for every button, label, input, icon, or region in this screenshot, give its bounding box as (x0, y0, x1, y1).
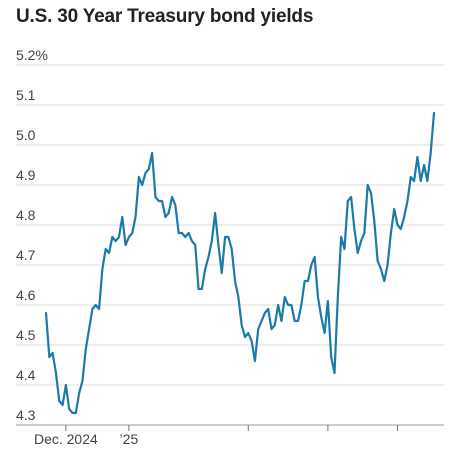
x-tick-label: Dec. 2024 (34, 431, 98, 447)
y-tick-label: 4.5 (16, 327, 36, 343)
y-tick-label: 4.7 (16, 247, 36, 263)
y-tick-label: 4.4 (16, 367, 36, 383)
y-tick-label: 5.2% (16, 47, 48, 63)
y-tick-label: 4.6 (16, 287, 36, 303)
y-tick-label: 4.8 (16, 207, 36, 223)
chart-title: U.S. 30 Year Treasury bond yields (16, 6, 314, 27)
y-tick-label: 4.3 (16, 407, 36, 423)
y-tick-label: 5.1 (16, 87, 36, 103)
y-tick-label: 4.9 (16, 167, 36, 183)
x-tick-label: ’25 (120, 431, 139, 447)
y-tick-label: 5.0 (16, 127, 36, 143)
series-line (44, 111, 436, 415)
